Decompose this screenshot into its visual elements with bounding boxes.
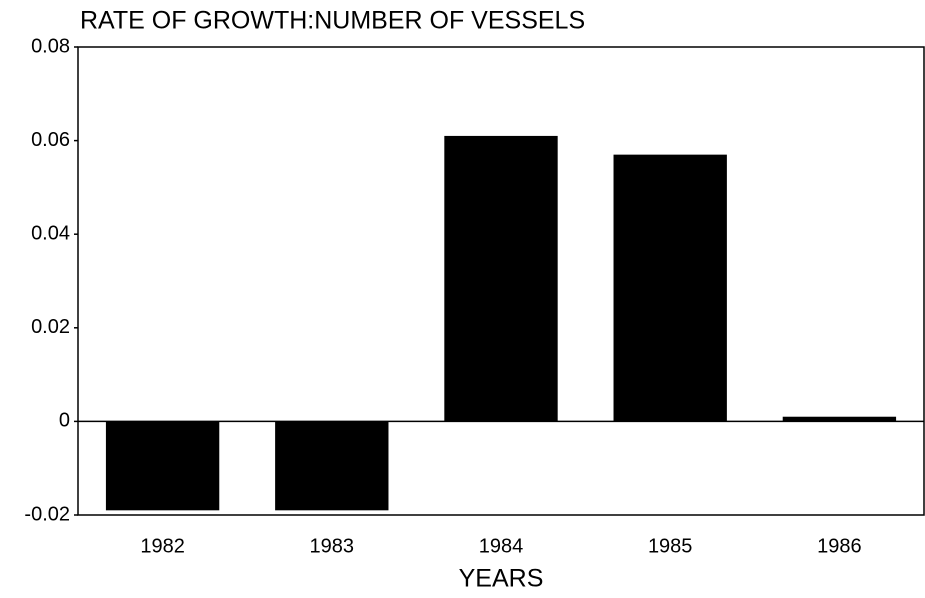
plot-frame	[77, 46, 925, 516]
x-tick-label: 1984	[479, 535, 524, 557]
x-tick-label: 1986	[817, 535, 862, 557]
x-tick-label: 1983	[310, 535, 355, 557]
bar	[444, 135, 558, 422]
y-tick-label: 0.04	[31, 222, 70, 244]
bar	[275, 421, 389, 511]
y-tick-label: 0	[59, 410, 70, 432]
bar	[782, 416, 897, 422]
x-axis-label: YEARS	[459, 565, 544, 593]
y-tick-label: 0.06	[31, 129, 70, 151]
x-tick-label: 1985	[648, 535, 693, 557]
x-tick-label: 1982	[140, 535, 185, 557]
y-tick-label: -0.02	[24, 503, 70, 525]
y-tick-label: 0.02	[31, 316, 70, 338]
bar	[613, 154, 727, 422]
bar	[105, 421, 220, 511]
chart-title: RATE OF GROWTH:NUMBER OF VESSELS	[80, 7, 585, 35]
y-tick-label: 0.08	[31, 35, 70, 57]
